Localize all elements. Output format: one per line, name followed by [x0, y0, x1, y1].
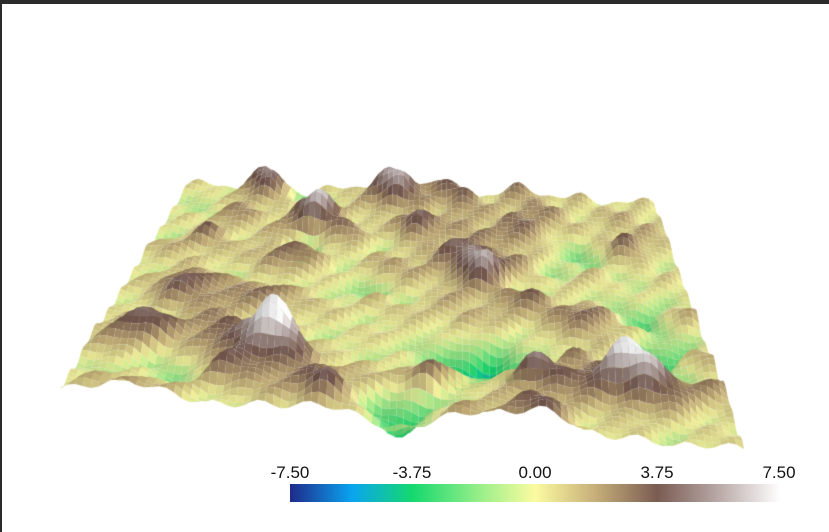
colorbar-gradient [290, 484, 780, 502]
colorbar-tick-label: 7.50 [762, 463, 796, 482]
colorbar [290, 484, 780, 502]
window-frame-left [0, 0, 2, 532]
colorbar-tick-label: 3.75 [640, 463, 674, 482]
colorbar-tick-label: 0.00 [518, 463, 552, 482]
terrain-surface-plot[interactable] [2, 4, 829, 532]
colorbar-tick-label: -3.75 [392, 463, 432, 482]
colorbar-tick-label: -7.50 [270, 463, 310, 482]
window-frame-top [0, 0, 829, 4]
render-viewport[interactable] [2, 4, 829, 532]
